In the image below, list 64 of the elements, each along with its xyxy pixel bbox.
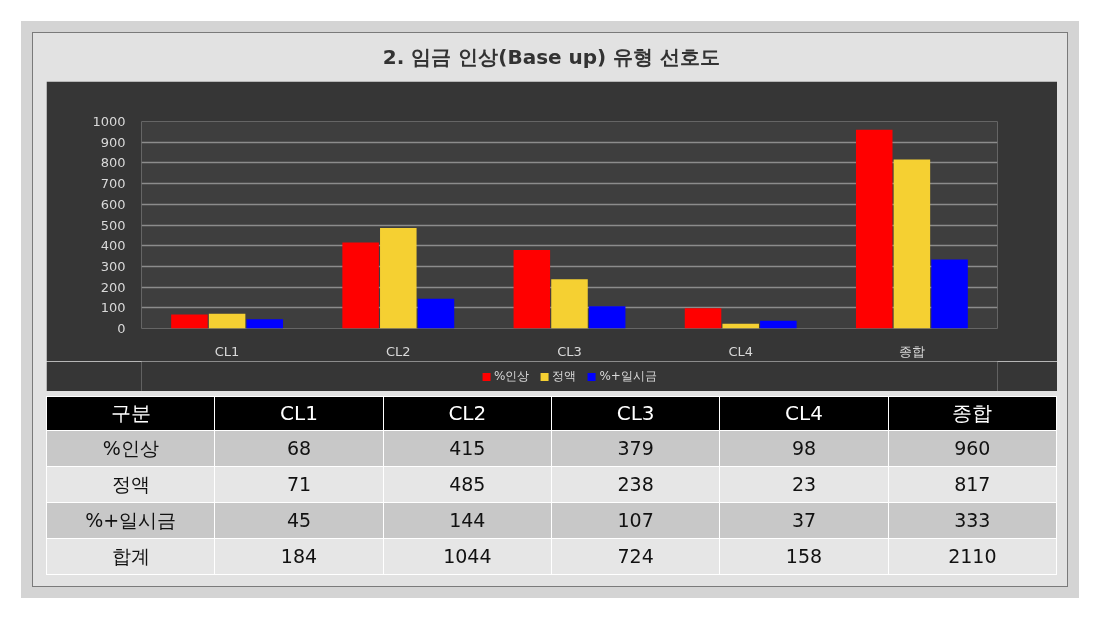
legend-label: %+일시금 xyxy=(599,367,657,385)
x-tick-label: 종합 xyxy=(898,343,925,359)
text: %+일시금 xyxy=(85,508,177,531)
text: 구분 xyxy=(46,396,215,431)
y-tick-label: 500 xyxy=(100,217,126,233)
bar xyxy=(551,279,588,329)
data-label: 71 xyxy=(214,466,384,503)
x-tick-label: CL4 xyxy=(728,343,753,359)
category-label: 종합 xyxy=(952,401,993,426)
bar xyxy=(208,313,246,329)
legend-label: %인상 xyxy=(494,367,530,385)
x-tick-label: CL3 xyxy=(557,343,582,359)
bar xyxy=(893,159,931,329)
data-label: 98 xyxy=(719,430,889,467)
text: 724 xyxy=(551,538,720,575)
data-label: 817 xyxy=(888,466,1057,503)
legend-label: 정액 xyxy=(552,367,577,385)
category-label: CL4 xyxy=(785,401,823,426)
bar xyxy=(342,242,379,329)
bar xyxy=(171,314,208,329)
bar xyxy=(417,298,455,329)
text: 2110 xyxy=(888,538,1057,575)
data-label: 37 xyxy=(719,502,889,539)
category-label: CL2 xyxy=(448,401,487,426)
data-label: 485 xyxy=(383,466,552,503)
bar xyxy=(684,308,722,329)
y-tick-label: 100 xyxy=(100,300,126,316)
bar xyxy=(588,306,626,329)
data-label: 68 xyxy=(214,430,384,467)
bar xyxy=(760,320,797,329)
y-tick-label: 800 xyxy=(100,155,126,171)
text: %인상 xyxy=(102,436,159,459)
data-label: 379 xyxy=(551,430,720,467)
data-label: 45 xyxy=(214,502,384,539)
data-label: 333 xyxy=(888,502,1057,539)
text: 1044 xyxy=(383,538,552,575)
text: 184 xyxy=(214,538,384,575)
bar xyxy=(513,250,551,329)
y-tick-label: 900 xyxy=(100,134,126,150)
text: 합계 xyxy=(46,538,215,575)
x-tick-label: CL1 xyxy=(214,343,240,359)
text: 158 xyxy=(719,538,889,575)
bar xyxy=(931,259,968,329)
data-label: 23 xyxy=(719,466,889,503)
y-tick-label: 1000 xyxy=(92,114,126,129)
bar xyxy=(380,228,417,329)
data-label: 107 xyxy=(551,502,720,539)
data-label: 238 xyxy=(551,466,720,503)
y-tick-label: 0 xyxy=(117,321,126,336)
y-tick-label: 700 xyxy=(100,176,126,192)
y-tick-label: 400 xyxy=(100,238,126,254)
x-tick-label: CL2 xyxy=(386,343,411,359)
y-tick-label: 300 xyxy=(100,258,126,274)
chart-title: 2. 임금 인상(Base up) 유형 선호도 xyxy=(381,44,722,71)
y-tick-label: 200 xyxy=(100,279,126,295)
category-label: CL1 xyxy=(280,401,318,426)
bar xyxy=(855,129,893,329)
data-label: 144 xyxy=(383,502,552,539)
text: 정액 xyxy=(111,472,150,495)
data-label: 960 xyxy=(888,430,1057,467)
data-label: 415 xyxy=(383,430,552,467)
bar xyxy=(246,319,284,329)
category-label: CL3 xyxy=(616,401,655,426)
y-tick-label: 600 xyxy=(100,196,126,212)
